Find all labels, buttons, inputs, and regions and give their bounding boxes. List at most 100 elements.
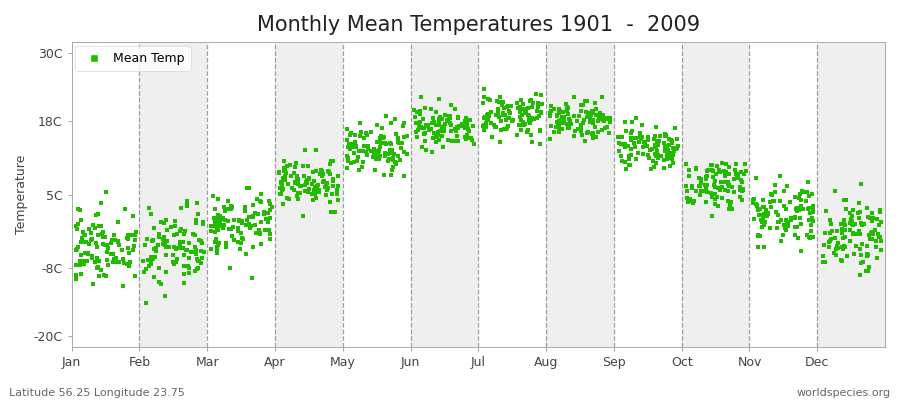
Point	[634, 130, 648, 136]
Point	[91, 264, 105, 270]
Point	[491, 106, 505, 112]
Point	[259, 215, 274, 222]
Point	[849, 231, 863, 238]
Bar	[546, 42, 614, 347]
Point	[122, 250, 136, 256]
Point	[99, 272, 113, 279]
Point	[174, 205, 188, 212]
Point	[147, 225, 161, 232]
Point	[524, 132, 538, 138]
Point	[448, 106, 463, 112]
Point	[556, 114, 571, 121]
Point	[316, 179, 330, 186]
Point	[689, 188, 704, 194]
Point	[86, 222, 101, 228]
Point	[513, 114, 527, 120]
Point	[194, 238, 208, 244]
Point	[273, 191, 287, 197]
Point	[374, 133, 389, 140]
Point	[753, 212, 768, 218]
Point	[220, 218, 235, 224]
Point	[418, 138, 432, 144]
Point	[217, 222, 231, 228]
Point	[452, 123, 466, 130]
Point	[778, 226, 793, 233]
Point	[81, 226, 95, 232]
Point	[149, 248, 164, 254]
Point	[837, 243, 851, 250]
Point	[385, 166, 400, 173]
Point	[480, 117, 494, 123]
Point	[822, 244, 836, 250]
Point	[862, 231, 877, 238]
Point	[806, 218, 820, 224]
Point	[617, 142, 632, 148]
Point	[591, 112, 606, 118]
Point	[836, 246, 850, 252]
Point	[215, 223, 230, 229]
Point	[443, 115, 457, 121]
Point	[106, 256, 121, 262]
Point	[329, 188, 344, 195]
Point	[106, 251, 121, 257]
Point	[251, 210, 266, 217]
Point	[428, 109, 443, 115]
Point	[760, 212, 775, 219]
Point	[658, 148, 672, 154]
Point	[842, 226, 857, 233]
Point	[550, 113, 564, 119]
Point	[788, 232, 802, 239]
Point	[81, 250, 95, 256]
Point	[322, 198, 337, 205]
Point	[95, 228, 110, 235]
Point	[326, 158, 340, 164]
Point	[187, 249, 202, 256]
Point	[128, 273, 142, 280]
Point	[802, 217, 816, 223]
Point	[277, 173, 292, 180]
Point	[592, 116, 607, 123]
Point	[778, 216, 793, 223]
Point	[144, 261, 158, 267]
Point	[769, 209, 783, 216]
Point	[360, 132, 374, 138]
Point	[579, 109, 593, 115]
Point	[689, 166, 704, 172]
Point	[650, 138, 664, 144]
Point	[846, 207, 860, 214]
Point	[521, 127, 535, 134]
Point	[852, 200, 867, 206]
Point	[76, 261, 91, 267]
Point	[647, 164, 662, 170]
Point	[622, 156, 636, 162]
Point	[489, 111, 503, 118]
Point	[321, 185, 336, 192]
Point	[208, 206, 222, 213]
Point	[265, 204, 279, 210]
Point	[428, 132, 443, 138]
Point	[417, 124, 431, 131]
Point	[308, 187, 322, 194]
Bar	[614, 42, 681, 347]
Point	[100, 242, 114, 248]
Point	[151, 265, 166, 272]
Point	[213, 213, 228, 219]
Point	[182, 265, 196, 271]
Point	[628, 144, 643, 150]
Point	[706, 168, 720, 174]
Point	[721, 197, 735, 204]
Point	[386, 164, 400, 170]
Point	[382, 147, 397, 154]
Point	[872, 222, 886, 228]
Point	[494, 126, 508, 133]
Point	[681, 166, 696, 173]
Point	[603, 118, 617, 125]
Point	[208, 219, 222, 226]
Point	[409, 120, 423, 126]
Point	[692, 183, 706, 189]
Point	[68, 262, 83, 268]
Point	[291, 176, 305, 182]
Point	[216, 225, 230, 231]
Point	[735, 186, 750, 192]
Point	[447, 126, 462, 132]
